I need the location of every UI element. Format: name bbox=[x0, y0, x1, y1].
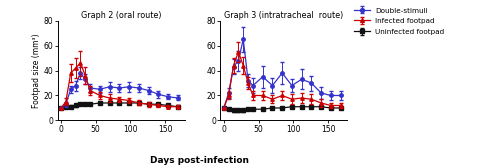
Title: Graph 3 (intratracheal  route): Graph 3 (intratracheal route) bbox=[224, 11, 344, 20]
Legend: Double-stimuli, Infected footpad, Uninfected footpad: Double-stimuli, Infected footpad, Uninfe… bbox=[354, 7, 444, 35]
Text: Days post-infection: Days post-infection bbox=[150, 156, 250, 165]
Title: Graph 2 (oral route): Graph 2 (oral route) bbox=[81, 11, 162, 20]
Y-axis label: Footpad size (mm³): Footpad size (mm³) bbox=[32, 33, 41, 108]
